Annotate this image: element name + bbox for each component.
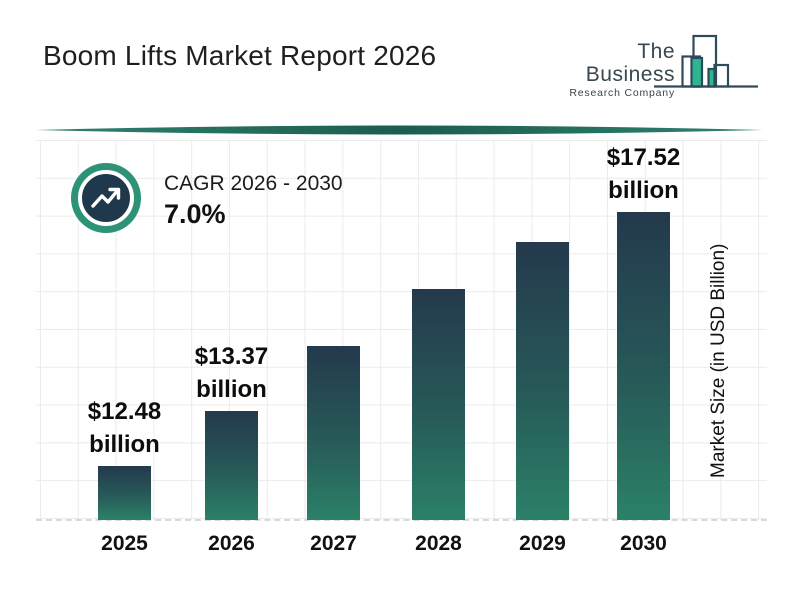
logo-subname: Research Company xyxy=(569,87,675,99)
x-tick-2030: 2030 xyxy=(620,532,667,555)
value-label-2026: $13.37 billion xyxy=(162,340,302,406)
bar-2030 xyxy=(617,212,670,520)
bar-2025 xyxy=(98,466,151,520)
x-axis-baseline xyxy=(36,519,767,521)
value-unit: billion xyxy=(196,376,267,403)
trend-up-icon xyxy=(91,187,121,208)
bar-2029 xyxy=(516,242,569,520)
bar-2026 xyxy=(205,411,258,520)
value-unit: billion xyxy=(89,431,160,458)
bar-2027 xyxy=(307,346,360,520)
logo-bar-buildings-icon xyxy=(654,34,758,88)
x-tick-2025: 2025 xyxy=(101,532,148,555)
value-amount: $17.52 xyxy=(606,144,681,171)
cagr-text-block: CAGR 2026 - 2030 7.0% xyxy=(164,172,343,230)
value-label-2025: $12.48 billion xyxy=(55,395,195,461)
x-tick-2029: 2029 xyxy=(519,532,566,555)
value-unit: billion xyxy=(608,177,679,204)
company-logo: The Business Research Company xyxy=(563,28,763,99)
value-amount: $12.48 xyxy=(87,398,162,425)
logo-wordmark: The Business Research Company xyxy=(563,40,675,99)
x-tick-2027: 2027 xyxy=(310,532,357,555)
logo-name: The Business xyxy=(585,40,675,86)
y-axis-label: Market Size (in USD Billion) xyxy=(708,243,729,479)
cagr-badge xyxy=(78,170,134,226)
x-tick-2026: 2026 xyxy=(208,532,255,555)
cagr-label: CAGR 2026 - 2030 xyxy=(164,172,343,195)
x-tick-2028: 2028 xyxy=(415,532,462,555)
header-divider xyxy=(36,125,764,135)
cagr-value: 7.0% xyxy=(164,199,226,229)
value-amount: $13.37 xyxy=(194,343,269,370)
bar-2028 xyxy=(412,289,465,520)
value-label-2030: $17.52 billion xyxy=(574,141,714,207)
page-title: Boom Lifts Market Report 2026 xyxy=(43,40,437,71)
